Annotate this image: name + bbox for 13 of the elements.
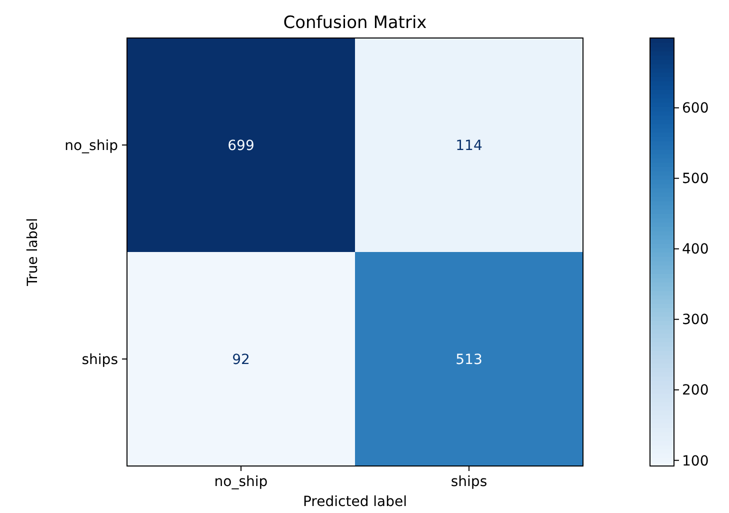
color-bar-label: 600 bbox=[682, 100, 709, 117]
color-bar-label: 400 bbox=[682, 242, 709, 258]
x-axis-title: Predicted label bbox=[302, 494, 408, 510]
data-label: 114 bbox=[456, 138, 482, 154]
color-bar-label: 500 bbox=[682, 171, 709, 188]
data-label: 699 bbox=[228, 138, 254, 154]
data-label: 513 bbox=[456, 352, 482, 368]
color-bar-label: 300 bbox=[682, 312, 709, 328]
data-label: 92 bbox=[232, 352, 250, 368]
y-axis-title: True label bbox=[25, 218, 41, 288]
color-bar-label: 200 bbox=[682, 382, 709, 399]
color-bar-label: 100 bbox=[682, 453, 709, 470]
chart-title: Confusion Matrix bbox=[283, 13, 427, 33]
